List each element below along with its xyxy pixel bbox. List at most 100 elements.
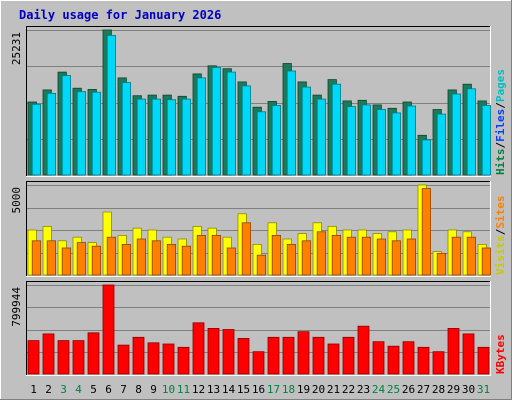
x-tick-label-day-30: 30 [462, 383, 475, 396]
legend-hits: Hits [494, 149, 507, 176]
x-tick-label-day-19: 19 [297, 383, 310, 396]
bar-files-day-15 [241, 85, 251, 176]
bar-sites-day-26 [406, 238, 417, 276]
legend-visits: Visits [494, 235, 507, 275]
bar-sites-day-16 [256, 254, 267, 276]
x-tick-label-day-20: 20 [312, 383, 325, 396]
bar-sites-day-15 [241, 222, 251, 276]
bar-kbytes-day-6 [102, 284, 115, 375]
x-axis-day-labels: 1 2 3 4 5 6 7 8 9 10 11 12 13 14 15 16 17 18 19 20 21 22 23 24 2… [30, 383, 490, 396]
bar-kbytes-day-24 [372, 341, 385, 375]
bar-kbytes-day-26 [402, 341, 415, 375]
bar-sites-day-13 [211, 234, 221, 276]
bar-files-day-26 [406, 105, 417, 176]
bar-files-day-11 [181, 98, 191, 176]
bar-kbytes-day-20 [312, 336, 325, 375]
x-tick-label-day-22: 22 [342, 383, 355, 396]
bar-kbytes-day-31 [477, 346, 490, 375]
bar-sites-day-21 [331, 234, 342, 276]
bar-files-day-29 [451, 93, 462, 176]
bar-sites-day-29 [451, 236, 462, 276]
bar-kbytes-day-19 [297, 331, 310, 375]
bar-kbytes-day-16 [252, 351, 265, 375]
bar-sites-day-14 [226, 247, 236, 276]
bar-sites-day-11 [181, 245, 191, 276]
bar-kbytes-day-27 [417, 346, 430, 375]
bar-sites-day-5 [91, 245, 101, 276]
bar-kbytes-day-2 [42, 333, 55, 375]
x-tick-label-day-9: 9 [150, 383, 157, 396]
bar-files-day-2 [46, 93, 57, 176]
bar-files-day-4 [76, 91, 86, 176]
x-tick-label-day-26: 26 [402, 383, 415, 396]
bar-kbytes-day-25 [387, 345, 400, 375]
x-tick-label-day-13: 13 [207, 383, 220, 396]
bar-kbytes-day-17 [267, 336, 280, 375]
chart-panels: 25231Hits/Files/Pages5000Visits/Sites799… [10, 26, 507, 376]
x-tick-label-day-29: 29 [447, 383, 460, 396]
x-tick-label-day-21: 21 [327, 383, 340, 396]
bar-sites-day-30 [466, 236, 477, 276]
x-tick-label-day-10: 10 [162, 383, 175, 396]
bar-sites-day-20 [316, 231, 327, 276]
bar-files-day-17 [271, 105, 282, 176]
bar-sites-day-31 [481, 247, 492, 276]
bar-sites-day-19 [301, 240, 312, 276]
bar-files-day-18 [286, 70, 297, 176]
bar-files-day-21 [331, 83, 342, 176]
bar-sites-day-9 [151, 240, 161, 276]
bar-files-day-20 [316, 98, 327, 176]
bar-files-day-8 [136, 98, 146, 176]
legend-separator: / [494, 102, 507, 109]
bar-files-day-7 [121, 82, 131, 176]
series-sites [31, 188, 492, 276]
bar-files-day-19 [301, 86, 312, 176]
series-legend: KBytes [494, 334, 507, 374]
series-legend: Hits/Files/Pages [494, 69, 507, 175]
bar-kbytes-day-10 [162, 343, 175, 375]
bar-kbytes-day-21 [327, 343, 340, 375]
bar-kbytes-day-22 [342, 336, 355, 375]
legend-separator: / [494, 228, 507, 235]
series-files [31, 35, 492, 176]
bar-files-day-12 [196, 77, 206, 176]
bar-files-day-3 [61, 75, 72, 176]
x-tick-label-day-6: 6 [105, 383, 112, 396]
legend-files: Files [494, 109, 507, 142]
bar-files-day-23 [361, 104, 372, 176]
bar-sites-day-28 [436, 252, 447, 276]
x-tick-label-day-15: 15 [237, 383, 250, 396]
panel-visits_sites: 5000 Visits/Sites [10, 181, 507, 277]
bar-files-day-28 [436, 113, 447, 176]
bar-sites-day-22 [346, 236, 357, 276]
bar-sites-day-10 [166, 243, 176, 276]
bar-files-day-5 [91, 91, 101, 176]
bar-kbytes-day-12 [192, 322, 205, 375]
bar-files-day-16 [256, 111, 267, 176]
series-kbytes [27, 284, 490, 375]
bar-kbytes-day-23 [357, 325, 370, 375]
chart-title: Daily usage for January 2026 [19, 8, 221, 22]
bar-kbytes-day-7 [117, 344, 130, 375]
bar-sites-day-12 [196, 234, 206, 276]
bar-kbytes-day-28 [432, 351, 445, 375]
bar-kbytes-day-15 [237, 337, 250, 375]
bar-sites-day-7 [121, 243, 131, 276]
x-tick-label-day-12: 12 [192, 383, 205, 396]
bar-files-day-24 [376, 109, 387, 176]
bar-sites-day-1 [31, 240, 42, 276]
x-tick-label-day-14: 14 [222, 383, 236, 396]
bar-files-day-13 [211, 67, 221, 176]
bar-kbytes-day-5 [87, 332, 100, 375]
x-tick-label-day-24: 24 [372, 383, 386, 396]
bar-files-day-9 [151, 98, 161, 176]
bar-files-day-10 [166, 99, 176, 176]
bar-kbytes-day-1 [27, 340, 40, 375]
legend-separator: / [494, 142, 507, 149]
y-axis-max-label: 799944 [10, 287, 23, 327]
bar-sites-day-2 [46, 240, 57, 276]
bar-files-day-22 [346, 106, 357, 176]
bar-kbytes-day-14 [222, 329, 235, 375]
bar-files-day-31 [481, 105, 492, 176]
